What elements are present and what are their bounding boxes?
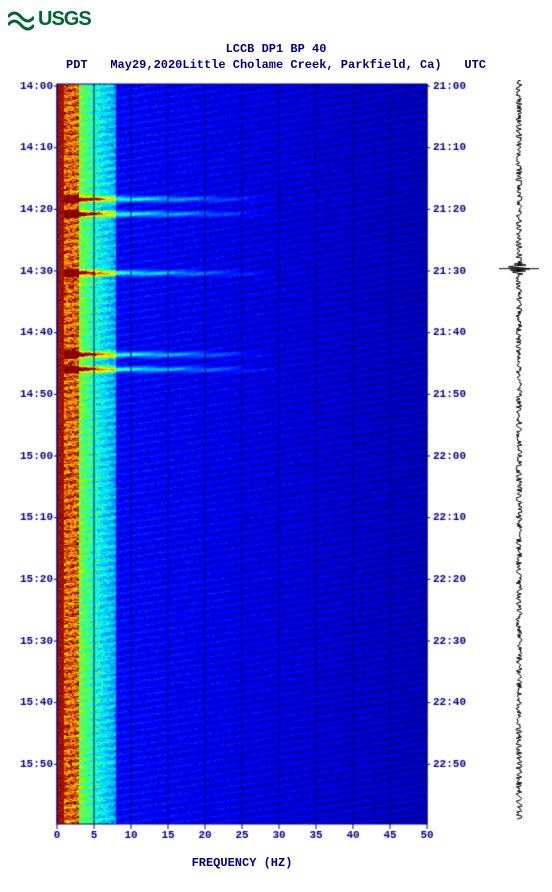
seismogram-canvas [499, 80, 539, 820]
usgs-wave-icon [8, 9, 34, 31]
chart-subtitle: PDT May29,2020Little Cholame Creek, Park… [66, 58, 486, 72]
usgs-logo-text: USGS [38, 8, 91, 31]
left-timezone: PDT [66, 58, 88, 72]
seismogram-panel [499, 80, 539, 870]
chart-title: LCCB DP1 BP 40 [8, 42, 544, 56]
usgs-logo: USGS [8, 8, 91, 31]
x-axis-label: FREQUENCY (HZ) [13, 856, 471, 870]
right-timezone: UTC [464, 58, 486, 72]
date-station: May29,2020Little Cholame Creek, Parkfiel… [110, 58, 441, 72]
spectrogram-canvas [13, 80, 471, 854]
spectrogram-panel: FREQUENCY (HZ) [13, 80, 471, 870]
